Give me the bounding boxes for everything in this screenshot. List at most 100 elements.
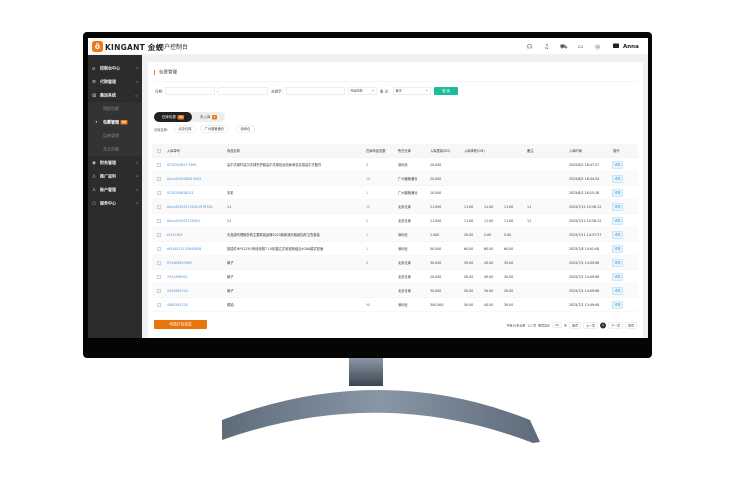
height: 30.00 [504,303,514,307]
next-page-button[interactable]: 下一页 [607,322,623,329]
table-header: 入库单号 商品名称 在库商品总数 所在仓库 入库重量(KG) 入库体积(CM) 备注 入库时间… [152,144,638,158]
sidebar-item[interactable]: ▤ 集运系统 ⌄ [88,89,142,102]
table-row: Anna2025071200019787​84 11 10 北京仓库 11.000 11.… [152,200,638,214]
current-page[interactable]: 1 [599,322,606,329]
table-row: 2541895724 裤子 北京仓库 30.000 50.00 30.00 20.00 202… [152,284,638,298]
sidebar-item[interactable]: ☖ 服务中心 › [88,197,142,210]
weight: 11.000 [430,219,442,223]
sidebar-item[interactable]: 运单管理 [88,129,142,143]
headset-icon[interactable]: ☊ [526,43,533,50]
row-checkbox[interactable] [157,247,161,251]
warehouse: 广州钢管通仓 [398,191,418,195]
detail-button[interactable]: 详情 [612,231,623,239]
sidebar-item[interactable]: 预报包裹 [88,102,142,116]
apply-ship-button[interactable]: 申请打包发货 [154,320,207,329]
row-checkbox[interactable] [157,303,161,307]
date-end-input[interactable] [218,87,268,95]
tab-in-stock[interactable]: 在库包裹 26 [154,112,192,122]
row-checkbox[interactable] [157,205,161,209]
package-number[interactable]: ef544012135645858 [167,247,202,251]
row-checkbox[interactable] [157,233,161,237]
per-page-input[interactable]: 50 [552,322,562,328]
row-checkbox[interactable] [157,261,161,265]
package-number[interactable]: Anna202507120001 [167,219,201,223]
sidebar-item[interactable]: 无主包裹 [88,143,142,156]
detail-button[interactable]: 详情 [612,273,623,281]
warehouse-chip[interactable]: 北京仓库 [174,125,196,133]
home-icon: ⌂ [92,66,96,71]
package-table: 入库单号 商品名称 在库商品总数 所在仓库 入库重量(KG) 入库体积(CM) 备注 入库时间… [152,144,638,312]
detail-button[interactable]: 详情 [612,161,623,169]
warehouse-label: 仓库名称: [154,128,169,132]
weight: 10.000 [430,191,442,195]
column-header: 备注 [527,149,534,153]
stock-count: 1 [366,191,369,195]
avatar[interactable] [613,43,619,48]
detail-button[interactable]: 详情 [612,217,623,225]
doc-icon: ▤ [92,93,97,98]
row-checkbox[interactable] [157,275,161,279]
package-number[interactable]: 7524396052 [167,275,188,279]
sidebar-item[interactable]: ⚙ 代购管理 › [88,76,142,89]
table-row: ef544012135645858 接插件HP4125G有线电视? 1U机箱立式电… [152,242,638,256]
sidebar-item[interactable]: ◉ 财务管理 › [88,157,142,170]
screen: ö KINGANT 金蚁 用户控制台 ☊ ♫ ⛟ ▭ ◎ Anna ⌂ 控制台中心… [88,38,648,338]
select-all-checkbox[interactable] [157,149,161,153]
sidebar-item[interactable]: ⌂ 控制台中心 › [88,62,142,75]
row-checkbox[interactable] [157,191,161,195]
cart-icon[interactable]: ⛟ [560,43,568,50]
detail-button[interactable]: 详情 [612,245,623,253]
first-page-button[interactable]: 首页 [568,322,581,329]
compass-icon[interactable]: ◎ [594,43,601,50]
bell-icon[interactable]: ♫ [543,43,550,50]
package-number[interactable]: 4563263128 [167,303,188,307]
monitor-icon[interactable]: ▭ [577,43,584,50]
page-count: 1/1 页 [527,324,537,328]
keyword-input[interactable] [286,87,345,95]
prev-page-button[interactable]: 上一页 [582,322,598,329]
warehouse-chip[interactable]: 广州钢管通仓 [200,125,229,133]
table-row: SF20250827 9901 高尔夫球杆高尔夫球杆护套高尔夫球包运动休闲包实用高… [152,158,638,172]
match-select[interactable]: 完全匹配 [348,87,377,95]
warehouse-chip[interactable]: 深圳仓 [236,125,255,133]
detail-button[interactable]: 详情 [612,259,623,267]
user-name[interactable]: Anna [623,43,639,50]
stock-count: 10 [366,205,371,209]
sidebar-item-label: 财务管理 [100,160,116,166]
length: 55.00 [464,261,474,265]
console-title: 用户控制台 [158,43,189,51]
length: 11.00 [464,205,474,209]
sidebar-item[interactable]: ♙ 推广返利 › [88,170,142,183]
search-button[interactable]: 搜 索 [434,87,458,95]
detail-button[interactable]: 详情 [612,301,623,309]
detail-button[interactable]: 详情 [612,189,623,197]
package-number[interactable]: 2541895724 [167,289,188,293]
detail-button[interactable]: 详情 [612,175,623,183]
inbound-time: 2025/7/2 14:09:08 [569,261,600,265]
user-icon: ♙ [92,174,97,179]
remark: 11 [527,205,532,209]
remark-select[interactable]: 备注 [393,87,431,95]
sidebar-item[interactable]: ♙ 账户管理 › [88,184,142,197]
length: 20.00 [464,233,474,237]
package-number[interactable]: Anna20250828 0002 [167,177,202,181]
weight: 30.000 [430,289,442,293]
package-number[interactable]: 875469853985 [167,261,192,265]
detail-button[interactable]: 详情 [612,203,623,211]
row-checkbox[interactable] [157,163,161,167]
height: 11.00 [504,205,514,209]
keyword-label: 关键字: [271,89,283,94]
package-number[interactable]: Anna2025071200019787​84 [167,205,213,209]
package-number[interactable]: SF20250828011 [167,191,194,195]
last-page-button[interactable]: 尾页 [624,322,637,329]
detail-button[interactable]: 详情 [612,287,623,295]
row-checkbox[interactable] [157,289,161,293]
package-number[interactable]: SF20250827 9901 [167,163,197,167]
package-number[interactable]: ef121304 [167,233,183,237]
row-checkbox[interactable] [157,219,161,223]
date-start-input[interactable] [165,87,215,95]
tab-not-received[interactable]: 未入库 0 [192,112,225,122]
sidebar-item[interactable]: • 包裹管理 52 [88,116,142,129]
sidebar-item-label: 集运系统 [100,93,116,98]
row-checkbox[interactable] [157,177,161,181]
